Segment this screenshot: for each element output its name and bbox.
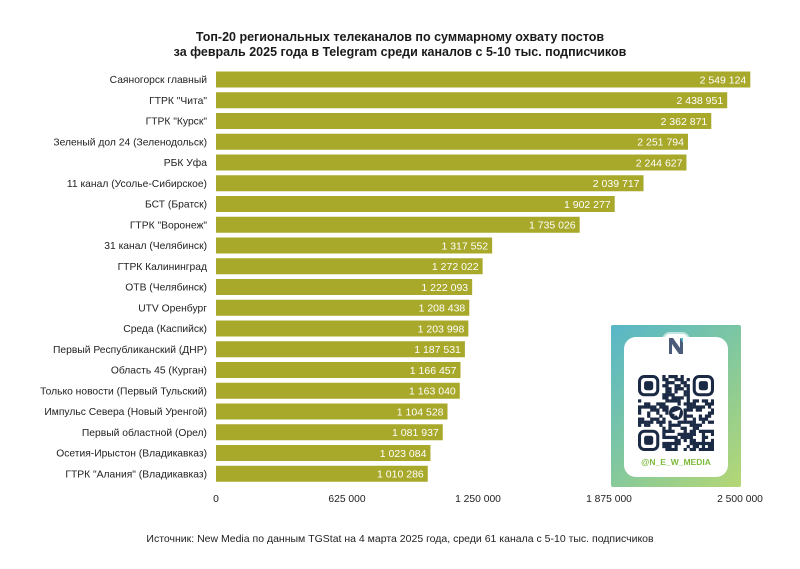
bar [216,424,443,441]
bar [216,258,483,275]
bar [216,237,493,254]
value-label: 1 902 277 [564,199,611,211]
value-label: 1 222 093 [421,282,468,294]
qr-card-inner: @N_E_W_MEDIA [624,334,728,477]
value-label: 1 010 286 [377,469,424,481]
x-axis-ticks: 0 625 000 1 250 000 1 875 000 2 500 000 [213,494,763,505]
value-label: 1 163 040 [409,386,456,398]
bar [216,133,688,150]
category-label: Саяногорск главный [110,75,208,86]
category-label: БСТ (Братск) [145,200,207,211]
qr-code[interactable] [637,374,715,456]
x-tick-label: 1 875 000 [586,494,632,505]
category-label: ГТРК Калининград [118,262,207,273]
category-label: ГТРК "Курск" [146,117,208,128]
bar [216,341,465,358]
category-label: ГТРК "Чита" [149,96,207,107]
chart-title-line2: за февраль 2025 года в Telegram среди ка… [173,45,627,59]
bar [216,279,473,295]
new-media-logo-icon [664,334,688,358]
bar [216,92,728,109]
value-label: 2 039 717 [593,178,640,190]
category-label: Импульс Севера (Новый Уренгой) [44,407,207,418]
value-label: 1 104 528 [397,406,444,418]
bar [216,175,644,192]
x-tick-label: 2 500 000 [717,494,763,505]
category-label: Среда (Каспийск) [123,324,207,335]
category-label: Первый Республиканский (ДНР) [53,344,207,356]
value-label: 1 081 937 [392,427,439,439]
value-label: 2 438 951 [676,95,723,107]
bar [216,113,712,129]
category-label: Только новости (Первый Тульский) [40,386,207,397]
bar [216,403,448,420]
bar [216,71,751,88]
value-label: 1 735 026 [529,220,576,232]
value-label: 1 317 552 [441,240,488,252]
value-label: 1 208 438 [419,303,466,315]
category-label: 31 канал (Челябинск) [104,240,207,252]
bar [216,320,469,337]
value-label: 1 187 531 [414,344,461,356]
channel-handle[interactable]: @N_E_W_MEDIA [641,457,711,467]
bar [216,445,431,461]
value-label: 1 203 998 [418,323,465,335]
category-label: Зеленый дол 24 (Зеленодольск) [53,137,207,148]
bar [216,362,461,378]
bar [216,465,428,482]
x-tick-label: 1 250 000 [455,494,501,505]
value-label: 2 362 871 [661,116,708,128]
bars-layer: Саяногорск главный 2 549 124 ГТРК "Чита" 2 … [40,71,751,482]
source-note: Источник: New Media по данным TGStat на … [146,533,654,545]
x-tick-label: 0 [213,494,219,505]
chart-title-line1: Топ-20 региональных телеканалов по сумма… [195,30,605,44]
value-label: 1 023 084 [380,448,427,460]
category-label: РБК Уфа [164,157,207,169]
bar [216,216,580,233]
value-label: 2 244 627 [636,157,683,169]
category-label: Область 45 (Курган) [111,365,207,377]
qr-card[interactable]: @N_E_W_MEDIA [611,325,741,487]
x-tick-label: 625 000 [328,494,365,505]
bar [216,154,687,171]
category-label: Первый областной (Орел) [82,427,207,439]
category-label: Осетия-Ирыстон (Владикавказ) [56,449,207,460]
category-label: ГТРК "Алания" (Владикавказ) [65,469,207,480]
category-label: 11 канал (Усолье-Сибирское) [67,178,207,190]
value-label: 1 272 022 [432,261,479,273]
value-label: 2 549 124 [700,74,747,86]
value-label: 1 166 457 [410,365,457,377]
bar [216,196,615,212]
bar [216,382,460,399]
value-label: 2 251 794 [637,137,684,149]
bar [216,299,470,316]
category-label: UTV Оренбург [138,302,207,314]
category-label: ОТВ (Челябинск) [125,282,207,294]
category-label: ГТРК "Воронеж" [130,220,207,231]
